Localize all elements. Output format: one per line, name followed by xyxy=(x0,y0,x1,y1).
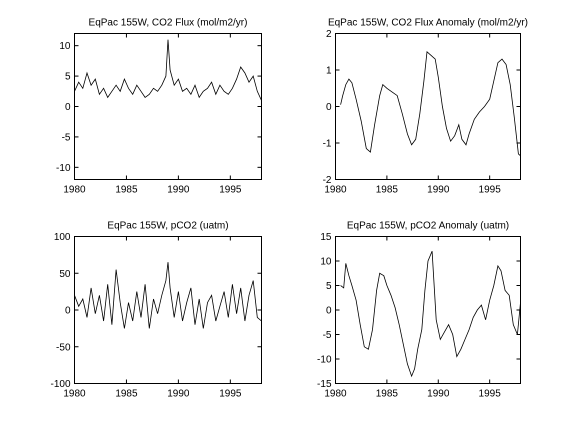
x-tick-label: 1985 xyxy=(376,185,399,196)
axes-frame xyxy=(335,33,521,180)
y-tick-label: -15 xyxy=(317,379,332,390)
y-tick-label: -5 xyxy=(62,132,71,143)
chart-panel-1: EqPac 155W, CO2 Flux (mol/m2/yr) 1980 1985… xyxy=(56,18,262,196)
y-tick-label: 10 xyxy=(59,41,71,52)
x-tick-label: 1985 xyxy=(376,389,399,400)
x-tick-label: 1995 xyxy=(479,185,502,196)
x-tick-label: 1990 xyxy=(427,389,450,400)
series-line xyxy=(340,251,521,378)
y-tick-label: 100 xyxy=(54,232,71,243)
y-tick-label: 0 xyxy=(326,102,332,113)
y-tick-label: -10 xyxy=(317,355,332,366)
y-tick-label: -2 xyxy=(323,175,332,186)
x-tick-label: 1980 xyxy=(324,185,347,196)
y-tick-label: 15 xyxy=(320,232,332,243)
y-tick-label: -1 xyxy=(323,139,332,150)
x-tick-label: 1990 xyxy=(167,185,190,196)
y-tick-label: 2 xyxy=(326,29,332,40)
x-tick-label: 1990 xyxy=(167,389,190,400)
y-tick-label: 0 xyxy=(65,306,71,317)
series-line xyxy=(340,50,521,157)
y-tick-label: 50 xyxy=(59,269,71,280)
y-tick-label: -50 xyxy=(56,342,71,353)
y-tick-label: -5 xyxy=(323,330,332,341)
axes-frame xyxy=(335,236,521,384)
chart-title: EqPac 155W, CO2 Flux Anomaly (mol/m2/yr) xyxy=(328,18,528,29)
x-tick-label: 1980 xyxy=(324,389,347,400)
x-tick-label: 1995 xyxy=(219,389,242,400)
chart-panel-2: EqPac 155W, CO2 Flux Anomaly (mol/m2/yr)… xyxy=(323,18,528,196)
x-tick-label: 1990 xyxy=(427,185,450,196)
x-tick-label: 1995 xyxy=(479,389,502,400)
series-line xyxy=(74,262,262,329)
axes-frame xyxy=(74,33,262,180)
x-tick-label: 1995 xyxy=(219,185,242,196)
series-line xyxy=(74,39,262,101)
y-tick-label: 0 xyxy=(326,306,332,317)
y-tick-label: 1 xyxy=(326,66,332,77)
chart-title: EqPac 155W, pCO2 (uatm) xyxy=(107,221,228,232)
axes-frame xyxy=(74,236,262,384)
chart-panel-4: EqPac 155W, pCO2 Anomaly (uatm) 1980 1985 1… xyxy=(317,221,521,400)
x-tick-label: 1980 xyxy=(63,389,86,400)
x-tick-label: 1985 xyxy=(115,389,138,400)
y-tick-label: 5 xyxy=(65,72,71,83)
y-tick-label: 5 xyxy=(326,281,332,292)
x-tick-label: 1980 xyxy=(63,185,86,196)
y-tick-label: -10 xyxy=(56,163,71,174)
chart-title: EqPac 155W, CO2 Flux (mol/m2/yr) xyxy=(89,18,248,29)
chart-panel-3: EqPac 155W, pCO2 (uatm) 1980 1985 1990 1995 -… xyxy=(50,221,262,400)
y-tick-label: 10 xyxy=(320,257,332,268)
y-tick-label: 0 xyxy=(65,102,71,113)
chart-title: EqPac 155W, pCO2 Anomaly (uatm) xyxy=(347,221,509,232)
y-tick-label: -100 xyxy=(50,379,70,390)
x-tick-label: 1985 xyxy=(115,185,138,196)
